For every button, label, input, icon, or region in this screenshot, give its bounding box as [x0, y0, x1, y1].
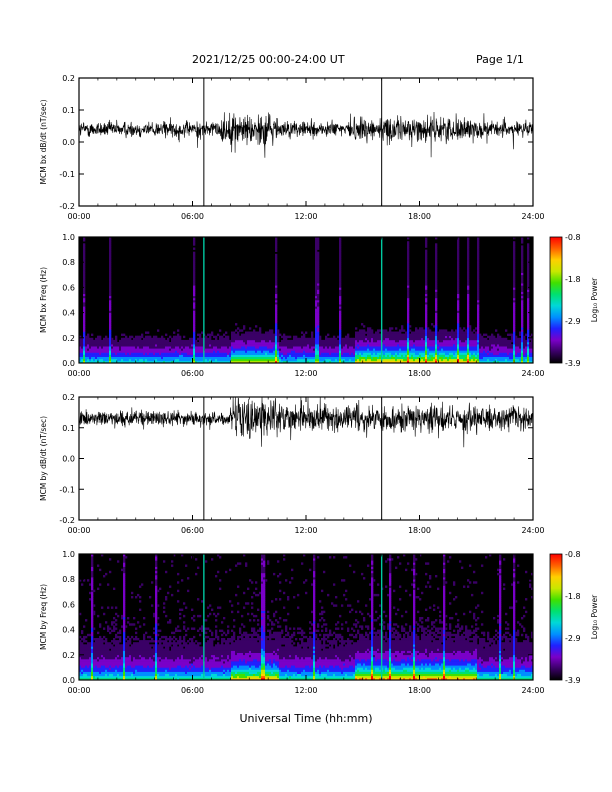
panel-4: -0.8 -1.8 -2.9 -3.9 Log₁₀ Power 1.0 0.8 0.6 0.4 0… — [39, 550, 599, 695]
colorbar-label: Log₁₀ Power — [590, 594, 599, 639]
x-tick-label: 00:00 — [67, 526, 90, 535]
y-tick-label: -0.2 — [59, 516, 75, 525]
y-tick-label: 0.4 — [62, 626, 75, 635]
colorbar-label: Log₁₀ Power — [590, 277, 599, 322]
y-axis-title: MCM bx dB/dt (nT/sec) — [39, 99, 48, 184]
x-tick-label: 24:00 — [521, 369, 544, 378]
y-tick-label: 0.2 — [62, 334, 75, 343]
y-tick-label: 0.2 — [62, 393, 75, 402]
x-tick-label: 12:00 — [294, 526, 317, 535]
y-tick-label: 0.1 — [62, 424, 75, 433]
y-tick-label: 0.0 — [62, 359, 75, 368]
y-tick-label: 0.8 — [62, 575, 75, 584]
y-tick-label: 0.8 — [62, 258, 75, 267]
colorbar-tick-label: -1.8 — [565, 275, 581, 284]
colorbar-tick-label: -2.9 — [565, 317, 581, 326]
x-tick-label: 06:00 — [181, 686, 204, 695]
colorbar-tick-label: -2.9 — [565, 634, 581, 643]
x-tick-label: 12:00 — [294, 212, 317, 221]
y-tick-label: 1.0 — [62, 233, 75, 242]
colorbar-tick-label: -3.9 — [565, 359, 581, 368]
spectrogram-cells — [79, 554, 534, 681]
y-tick-label: 0.2 — [62, 74, 75, 83]
x-tick-label: 24:00 — [521, 212, 544, 221]
x-tick-label: 00:00 — [67, 369, 90, 378]
y-axis-title: MCM by dB/dt (nT/sec) — [39, 416, 48, 501]
y-tick-label: 0.6 — [62, 600, 75, 609]
y-tick-label: -0.2 — [59, 202, 75, 211]
x-tick-label: 24:00 — [521, 526, 544, 535]
colorbar-tick-label: -3.9 — [565, 676, 581, 685]
colorbar — [550, 554, 562, 680]
y-axis-title: MCM by Freq (Hz) — [39, 584, 48, 650]
panel-1: 0.2 0.1 0.0 -0.1 -0.200:00 06:00 12:00 18:00 24:… — [39, 74, 545, 221]
signal-trace — [78, 396, 534, 448]
x-axis-title: Universal Time (hh:mm) — [239, 712, 373, 725]
plot-frame — [78, 77, 534, 207]
x-tick-label: 18:00 — [408, 369, 431, 378]
y-tick-label: 0.2 — [62, 651, 75, 660]
y-tick-label: 0.4 — [62, 309, 75, 318]
y-tick-label: -0.1 — [59, 170, 75, 179]
x-tick-label: 06:00 — [181, 212, 204, 221]
x-tick-label: 24:00 — [521, 686, 544, 695]
y-axis-title: MCM bx Freq (Hz) — [39, 267, 48, 333]
colorbar-tick-label: -0.8 — [565, 233, 581, 242]
x-tick-label: 18:00 — [408, 212, 431, 221]
y-tick-label: -0.1 — [59, 485, 75, 494]
y-tick-label: 0.1 — [62, 106, 75, 115]
page-title: 2021/12/25 00:00-24:00 UT — [192, 53, 345, 66]
x-tick-label: 00:00 — [67, 212, 90, 221]
y-tick-label: 0.0 — [62, 138, 75, 147]
x-tick-label: 12:00 — [294, 369, 317, 378]
colorbar — [550, 237, 562, 363]
spectrogram-cells — [79, 237, 534, 364]
panel-2: -0.8 -1.8 -2.9 -3.9 Log₁₀ Power 1.0 0.8 0.6 0.4 0… — [39, 233, 599, 378]
x-tick-label: 06:00 — [181, 369, 204, 378]
x-tick-label: 18:00 — [408, 526, 431, 535]
x-tick-label: 18:00 — [408, 686, 431, 695]
y-tick-label: 0.0 — [62, 455, 75, 464]
x-tick-label: 06:00 — [181, 526, 204, 535]
x-tick-label: 12:00 — [294, 686, 317, 695]
y-tick-label: 1.0 — [62, 550, 75, 559]
y-tick-label: 0.6 — [62, 283, 75, 292]
y-tick-label: 0.0 — [62, 676, 75, 685]
colorbar-tick-label: -0.8 — [565, 550, 581, 559]
signal-trace — [78, 111, 534, 158]
colorbar-tick-label: -1.8 — [565, 592, 581, 601]
page-number: Page 1/1 — [476, 53, 524, 66]
panel-3: 0.2 0.1 0.0 -0.1 -0.200:00 06:00 12:00 18:00 24:… — [39, 393, 545, 535]
x-tick-label: 00:00 — [67, 686, 90, 695]
